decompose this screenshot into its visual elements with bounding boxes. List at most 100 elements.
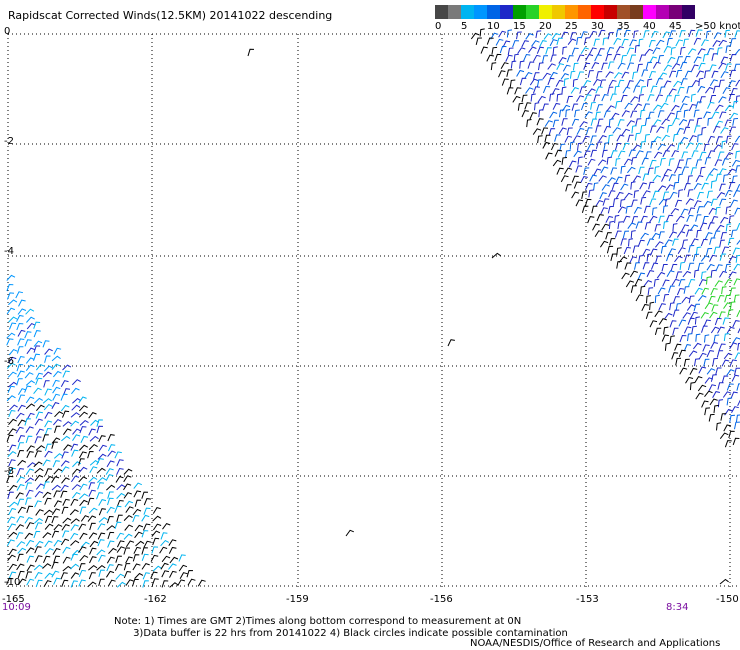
wind-barb	[45, 547, 54, 555]
wind-barb	[621, 71, 630, 79]
wind-barb	[623, 246, 631, 255]
wind-barb	[701, 400, 709, 408]
wind-barb	[8, 501, 18, 508]
wind-barb	[98, 578, 105, 587]
wind-barb	[88, 507, 98, 514]
wind-barb	[16, 476, 25, 483]
wind-barb	[595, 200, 604, 207]
wind-barb	[691, 80, 700, 87]
wind-barb	[630, 110, 638, 118]
wind-barb	[584, 94, 592, 102]
wind-barb	[708, 413, 715, 422]
wind-barb	[713, 144, 722, 151]
wind-barb	[655, 241, 664, 248]
wind-barb	[116, 467, 124, 476]
wind-barb	[187, 578, 196, 586]
wind-barb	[532, 54, 541, 62]
wind-barb	[637, 239, 645, 247]
wind-barb	[730, 38, 737, 46]
wind-barb	[716, 47, 723, 56]
wind-barb	[616, 134, 625, 142]
wind-barb	[69, 532, 79, 540]
wind-barb	[585, 127, 593, 135]
wind-barb	[152, 507, 161, 514]
legend-swatch	[526, 5, 539, 19]
wind-barb	[661, 134, 670, 142]
wind-barb	[17, 570, 25, 579]
wind-barb	[644, 222, 651, 230]
wind-barb	[729, 287, 736, 296]
wind-barb	[106, 484, 116, 491]
wind-barb	[97, 532, 106, 540]
wind-barb	[595, 141, 603, 150]
wind-barb	[617, 150, 626, 158]
wind-barb	[646, 295, 651, 304]
wind-barb	[125, 506, 134, 513]
wind-barb	[671, 104, 680, 112]
wind-barb	[617, 221, 624, 230]
wind-barb	[712, 85, 720, 94]
wind-barb	[60, 380, 69, 388]
wind-barb	[592, 78, 602, 86]
wind-barb	[675, 39, 684, 47]
wind-barb	[61, 466, 70, 473]
wind-barb	[568, 160, 577, 168]
wind-barb	[53, 577, 61, 585]
wind-barb	[599, 240, 609, 248]
wind-barb	[107, 491, 114, 499]
wind-barb	[34, 436, 42, 444]
wind-barb	[672, 327, 679, 336]
wind-barb	[8, 356, 17, 364]
wind-barb	[658, 72, 668, 80]
wind-barb	[26, 412, 35, 420]
wind-barb	[589, 30, 598, 38]
wind-barb	[663, 326, 669, 335]
wind-barb	[709, 398, 718, 406]
wind-barb	[629, 39, 637, 47]
legend-swatch	[552, 5, 565, 19]
wind-barb	[725, 152, 734, 159]
wind-barb	[53, 347, 62, 355]
wind-barb	[679, 334, 687, 343]
wind-barb	[590, 102, 596, 110]
wind-barb	[16, 314, 24, 322]
wind-barb	[734, 48, 740, 56]
wind-barb	[726, 369, 735, 376]
wind-barb	[624, 174, 631, 183]
wind-barb	[719, 198, 727, 206]
wind-barb	[17, 308, 27, 315]
wind-barb	[687, 175, 693, 184]
wind-barb	[685, 376, 694, 384]
wind-barb	[681, 239, 688, 248]
map-notes: Note: 1) Times are GMT 2)Times along bot…	[114, 616, 568, 640]
wind-barb	[622, 215, 631, 223]
wind-barb	[653, 151, 663, 159]
legend-tick-label: 30	[591, 21, 604, 32]
lat-label-neg10: -10	[4, 577, 21, 588]
wind-barb	[721, 158, 729, 166]
wind-barb	[571, 47, 579, 55]
wind-barb	[713, 334, 720, 343]
wind-barb	[494, 53, 502, 62]
wind-barb	[718, 96, 727, 103]
wind-barb	[668, 231, 678, 239]
wind-barb	[53, 468, 63, 475]
wind-barb	[676, 56, 683, 64]
wind-barb	[512, 95, 521, 103]
wind-barb	[44, 540, 53, 548]
wind-barb	[693, 269, 700, 278]
wind-barb	[672, 133, 679, 142]
wind-barb	[701, 182, 709, 190]
wind-barb	[151, 530, 161, 537]
wind-barb	[80, 541, 90, 548]
wind-barb	[724, 440, 732, 448]
lon-label-165w: -165	[2, 594, 25, 605]
wind-barb	[116, 540, 125, 548]
wind-barb	[532, 86, 540, 94]
wind-barb	[25, 380, 36, 386]
wind-barb	[53, 453, 64, 459]
wind-barb	[25, 435, 33, 444]
wind-barb	[721, 286, 727, 295]
wind-barb	[633, 85, 640, 93]
wind-barb	[141, 547, 148, 555]
